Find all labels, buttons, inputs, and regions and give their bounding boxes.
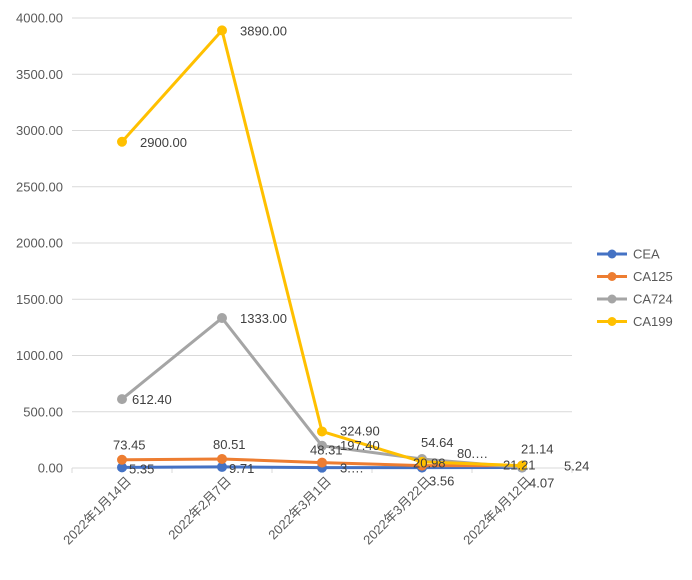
data-point <box>117 136 127 147</box>
y-tick-label: 1000.00 <box>16 348 63 363</box>
data-label: 4.07 <box>529 476 554 491</box>
data-point <box>117 454 127 465</box>
series-line-ca199 <box>120 28 524 468</box>
x-tick-label: 2022年4月12日 <box>460 474 534 548</box>
data-label: 5.35 <box>129 461 154 476</box>
data-point <box>217 25 227 36</box>
data-label: 3.56 <box>429 474 454 489</box>
y-tick-label: 4000.00 <box>16 11 63 26</box>
legend-label: CEA <box>633 247 660 262</box>
data-label: 20.98 <box>413 456 446 471</box>
data-label: 3.… <box>340 461 364 476</box>
legend-label: CA199 <box>633 314 673 329</box>
data-label: 54.64 <box>421 435 454 450</box>
legend: CEA CA125 CA724 CA199 <box>597 247 673 329</box>
data-point <box>417 456 427 467</box>
series <box>117 25 527 473</box>
x-axis: 2022年1月14日 2022年2月7日 2022年3月1日 2022年3月22日 20… <box>60 468 573 548</box>
data-label: 5.24 <box>564 458 589 473</box>
data-label: 612.40 <box>132 392 172 407</box>
y-tick-label: 500.00 <box>23 404 63 419</box>
x-tick-label: 2022年3月1日 <box>265 474 334 543</box>
x-tick-label: 2022年3月22日 <box>360 474 434 548</box>
legend-label: CA724 <box>633 292 673 307</box>
data-label: 80.… <box>457 446 488 461</box>
legend-swatch-marker <box>607 272 617 281</box>
data-label: 21.14 <box>521 442 554 457</box>
data-point <box>217 313 227 324</box>
data-label: 197.40 <box>340 438 380 453</box>
data-point <box>317 440 327 451</box>
data-point <box>517 460 527 471</box>
gridlines <box>72 17 572 469</box>
data-labels: 5.35 9.71 3.… 3.56 4.07 73.45 80.51 48.31 20.98 2… <box>113 23 589 490</box>
x-tick-label: 2022年1月14日 <box>60 474 134 548</box>
x-tick-label: 2022年2月7日 <box>165 474 234 543</box>
data-label: 3890.00 <box>240 23 287 38</box>
data-point <box>217 453 227 464</box>
y-tick-label: 2500.00 <box>16 179 63 194</box>
data-label: 1333.00 <box>240 311 287 326</box>
data-label: 21.21 <box>503 458 536 473</box>
data-label: 9.71 <box>229 461 254 476</box>
legend-label: CA125 <box>633 269 673 284</box>
data-point <box>317 426 327 437</box>
data-label: 48.31 <box>310 443 343 458</box>
data-label: 80.51 <box>213 437 246 452</box>
y-tick-label: 0.00 <box>38 461 63 476</box>
data-label: 2900.00 <box>140 135 187 150</box>
data-point <box>117 394 127 405</box>
data-label: 324.90 <box>340 423 380 438</box>
data-point <box>317 457 327 468</box>
y-axis: 0.00 500.00 1000.00 1500.00 2000.00 2500.00 30… <box>16 11 63 476</box>
legend-swatch-marker <box>607 249 617 259</box>
y-tick-label: 2000.00 <box>16 236 63 251</box>
data-label: 73.45 <box>113 438 146 453</box>
legend-swatch-marker <box>607 317 617 326</box>
y-tick-label: 1500.00 <box>16 292 63 307</box>
y-tick-label: 3500.00 <box>16 67 63 82</box>
y-tick-label: 3000.00 <box>16 123 63 138</box>
legend-swatch-marker <box>607 294 617 304</box>
